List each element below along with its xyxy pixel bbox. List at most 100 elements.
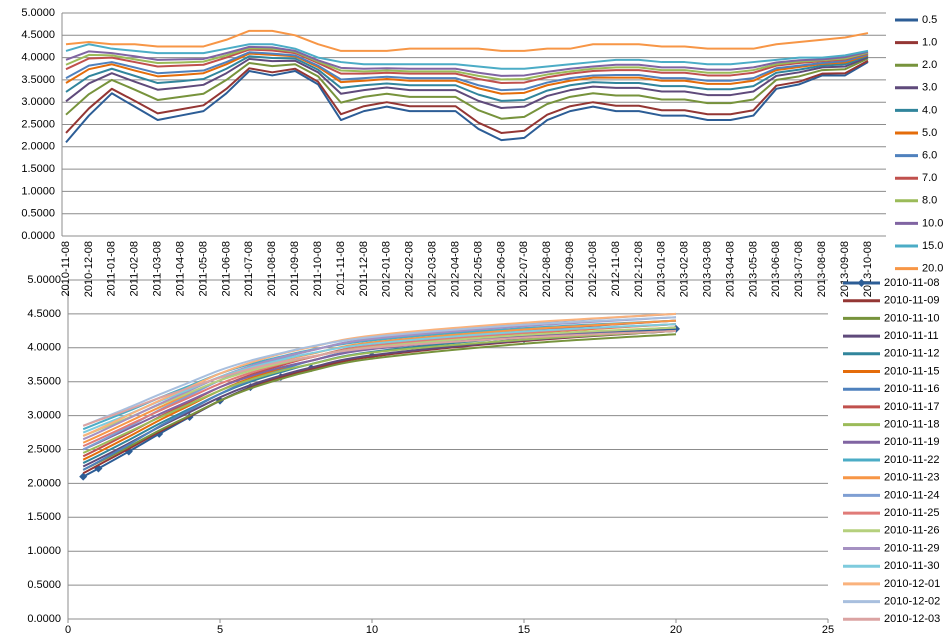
- y-tick-label: 3.5000: [21, 74, 55, 86]
- y-tick-label: 0.0000: [27, 613, 61, 625]
- y-tick-label: 0.5000: [27, 579, 61, 591]
- y-tick-label: 2.5000: [21, 118, 55, 130]
- x-tick-label: 2013-06-08: [770, 241, 782, 297]
- x-tick-label: 2012-12-08: [633, 241, 645, 297]
- legend-label: 2010-11-11: [884, 330, 939, 342]
- x-tick-label: 2013-02-08: [679, 241, 691, 297]
- x-tick-label: 2013-03-08: [702, 241, 714, 297]
- legend-label: 1.0: [922, 37, 937, 49]
- legend-label: 20.0: [922, 263, 943, 275]
- legend-label: 0.5: [922, 14, 937, 26]
- x-tick-label: 25: [822, 624, 834, 633]
- x-tick-label: 2011-10-08: [312, 241, 324, 296]
- x-tick-label: 2012-05-08: [472, 241, 484, 297]
- x-tick-label: 2011-12-08: [358, 241, 370, 296]
- legend-label: 6.0: [922, 150, 937, 162]
- y-tick-label: 5.0000: [27, 274, 61, 286]
- x-tick-label: 2012-04-08: [449, 241, 461, 297]
- series-line: [82, 329, 677, 427]
- x-tick-label: 2011-03-08: [152, 241, 164, 296]
- x-tick-label: 2013-10-08: [862, 241, 874, 297]
- x-tick-label: 2013-05-08: [747, 241, 759, 297]
- y-tick-label: 1.5000: [21, 163, 55, 175]
- series-line: [65, 56, 869, 109]
- legend-label: 2010-12-01: [884, 578, 940, 590]
- x-tick-label: 2012-06-08: [495, 241, 507, 297]
- legend-label: 2010-11-16: [884, 383, 939, 395]
- legend-label: 2010-11-18: [884, 419, 939, 431]
- series-line: [65, 52, 869, 95]
- y-tick-label: 4.5000: [27, 308, 61, 320]
- series-line: [65, 45, 869, 77]
- legend-label: 2010-11-19: [884, 436, 939, 448]
- x-tick-label: 2011-05-08: [197, 241, 209, 296]
- series-line: [82, 316, 677, 427]
- legend-label: 2010-11-30: [884, 560, 939, 572]
- legend-label: 2010-11-26: [884, 525, 939, 537]
- x-tick-label: 2013-08-08: [816, 241, 828, 297]
- legend-label: 8.0: [922, 195, 937, 207]
- legend-label: 2.0: [922, 59, 937, 71]
- x-tick-label: 2013-04-08: [724, 241, 736, 297]
- series-line: [82, 323, 677, 448]
- legend-label: 2010-11-23: [884, 472, 939, 484]
- x-tick-label: 0: [65, 624, 71, 633]
- legend-label: 7.0: [922, 172, 937, 184]
- legend-label: 3.0: [922, 82, 937, 94]
- legend-marker: [857, 279, 866, 287]
- legend-label: 4.0: [922, 104, 937, 116]
- legend-label: 2010-11-22: [884, 454, 939, 466]
- y-tick-label: 4.0000: [27, 342, 61, 354]
- series-line: [65, 47, 869, 81]
- x-tick-label: 2011-09-08: [289, 241, 301, 296]
- series-line: [65, 43, 869, 70]
- x-tick-label: 2012-08-08: [541, 241, 553, 297]
- x-tick-label: 10: [366, 624, 378, 633]
- x-tick-label: 2012-03-08: [427, 241, 439, 297]
- y-tick-label: 3.5000: [27, 376, 61, 388]
- y-tick-label: 0.5000: [21, 208, 55, 220]
- y-tick-label: 4.5000: [21, 29, 55, 41]
- x-tick-label: 2011-06-08: [220, 241, 232, 296]
- series-line: [82, 333, 677, 471]
- legend-label: 2010-11-09: [884, 295, 939, 307]
- legend-label: 2010-11-15: [884, 365, 939, 377]
- legend-label: 2010-11-29: [884, 542, 939, 554]
- x-tick-label: 20: [670, 624, 682, 633]
- x-tick-label: 2012-11-08: [610, 241, 622, 296]
- series-line: [65, 59, 869, 134]
- series-line: [65, 29, 869, 52]
- x-tick-label: 2010-12-08: [83, 241, 95, 297]
- x-tick-label: 2011-08-08: [266, 241, 278, 296]
- x-tick-label: 2011-07-08: [243, 241, 255, 296]
- series-line: [65, 57, 869, 120]
- series-line: [65, 48, 869, 85]
- x-tick-label: 2011-11-08: [335, 241, 347, 296]
- legend-label: 2010-11-08: [884, 277, 939, 289]
- legend-label: 2010-11-17: [884, 401, 939, 413]
- series-line: [65, 54, 869, 102]
- y-tick-label: 2.5000: [27, 443, 61, 455]
- x-tick-label: 2010-11-08: [60, 241, 72, 296]
- series-line: [82, 319, 677, 431]
- point-marker: [79, 472, 88, 481]
- x-tick-label: 2012-09-08: [564, 241, 576, 297]
- y-tick-label: 5.0000: [21, 7, 55, 19]
- series-line: [82, 312, 677, 437]
- x-tick-label: 2011-04-08: [174, 241, 186, 296]
- y-tick-label: 2.0000: [21, 141, 55, 153]
- legend-label: 2010-11-24: [884, 489, 939, 501]
- x-tick-label: 15: [518, 624, 530, 633]
- legend-label: 10.0: [922, 217, 943, 229]
- x-tick-label: 2011-02-08: [129, 241, 141, 296]
- y-tick-label: 1.0000: [21, 185, 55, 197]
- y-tick-label: 2.0000: [27, 477, 61, 489]
- y-tick-label: 3.0000: [27, 410, 61, 422]
- x-tick-label: 2012-02-08: [404, 241, 416, 297]
- y-tick-label: 3.0000: [21, 96, 55, 108]
- legend-label: 5.0: [922, 127, 937, 139]
- series-line: [82, 329, 677, 454]
- x-tick-label: 2013-01-08: [656, 241, 668, 297]
- legend-label: 2010-12-02: [884, 596, 940, 608]
- x-tick-label: 2011-01-08: [106, 241, 118, 296]
